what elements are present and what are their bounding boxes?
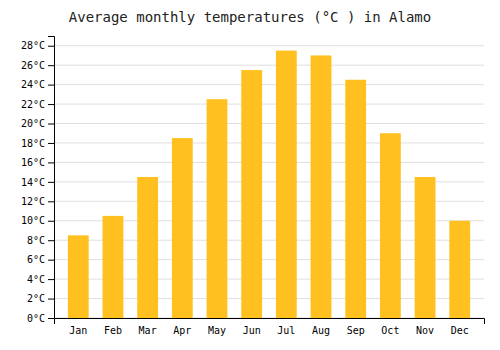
grid-line [54,45,484,46]
tick-label: Nov [416,325,434,336]
tick-label: Jan [69,325,87,336]
tick-label: 26°C [21,60,45,71]
tick-label: Dec [451,325,469,336]
tick: 24°C [21,79,54,90]
chart: Average monthly temperatures (°C ) in Al… [0,0,500,350]
tick: 18°C [21,138,54,149]
tick: 14°C [21,177,54,188]
tick: 28°C [21,40,54,51]
tick: 26°C [21,60,54,71]
tick-label: 2°C [27,293,45,304]
bars [68,51,470,318]
tick: 8°C [27,235,54,246]
tick: Mar [139,325,157,336]
tick-mark [48,221,54,222]
tick: Apr [173,325,191,336]
tick-mark [48,240,54,241]
tick: Jun [243,325,261,336]
bar [345,80,366,318]
tick-label: Feb [104,325,122,336]
tick-mark [48,143,54,144]
tick-label: 0°C [27,313,45,324]
tick: Nov [416,325,434,336]
tick-label: Jul [277,325,295,336]
tick: 10°C [21,215,54,226]
bar [380,133,401,318]
bar [103,216,124,318]
tick-label: Sep [347,325,365,336]
tick-mark [48,299,54,300]
tick: 6°C [27,254,54,265]
tick-label: Jun [243,325,261,336]
tick: 2°C [27,293,54,304]
grid [54,46,484,318]
bar [311,55,332,318]
tick: 12°C [21,196,54,207]
tick: 22°C [21,99,54,110]
tick: 4°C [27,274,54,285]
tick-mark [48,279,54,280]
tick-label: 18°C [21,138,45,149]
tick: Jul [277,325,295,336]
tick-label: 14°C [21,177,45,188]
tick: Oct [381,325,399,336]
tick-label: 6°C [27,254,45,265]
tick-label: 10°C [21,215,45,226]
tick-mark [48,46,54,47]
plot: 0°C 2°C 4°C 6°C 8°C 10°C 12°C 14°C 16°C 18°C 20°C 2… [21,37,485,337]
bar [276,51,297,318]
tick: 20°C [21,118,54,129]
tick-label: 8°C [27,235,45,246]
bar [207,99,228,318]
tick-label: Apr [173,325,191,336]
tick-mark [48,260,54,261]
tick: Sep [347,325,365,336]
tick: 0°C [27,313,54,324]
tick: 16°C [21,157,54,168]
tick: Jan [69,325,87,336]
tick-mark [48,201,54,202]
tick-label: 4°C [27,274,45,285]
grid-line [54,142,484,143]
grid-line [54,104,484,105]
tick-mark [48,318,54,319]
bar [449,221,470,318]
tick-mark [48,124,54,125]
bar [172,138,193,318]
tick-mark [48,104,54,105]
grid-line [54,123,484,124]
tick-label: 12°C [21,196,45,207]
tick-label: 24°C [21,79,45,90]
x-axis: Jan Feb Mar Apr May Jun Jul Aug Sep Oct Nov Dec [55,319,485,337]
tick-label: Oct [381,325,399,336]
grid-line [54,65,484,66]
tick: Feb [104,325,122,336]
tick-label: Aug [312,325,330,336]
tick-mark [48,65,54,66]
tick-label: 22°C [21,99,45,110]
tick-label: May [208,325,226,336]
bar [68,235,89,318]
title: Average monthly temperatures (°C ) in Al… [69,9,431,25]
axis-line [55,319,485,325]
tick: Dec [451,325,469,336]
tick-mark [48,162,54,163]
tick-mark [48,85,54,86]
tick: May [208,325,226,336]
tick-label: 20°C [21,118,45,129]
tick-label: 16°C [21,157,45,168]
tick: Aug [312,325,330,336]
bar [137,177,158,318]
tick-mark [48,182,54,183]
axis-line [48,37,55,319]
bar [241,70,262,318]
grid-line [54,84,484,85]
grid-line [54,162,484,163]
y-axis: 0°C 2°C 4°C 6°C 8°C 10°C 12°C 14°C 16°C 18°C 20°C 2… [21,37,55,324]
tick-label: Mar [139,325,157,336]
bar [415,177,436,318]
tick-label: 28°C [21,40,45,51]
